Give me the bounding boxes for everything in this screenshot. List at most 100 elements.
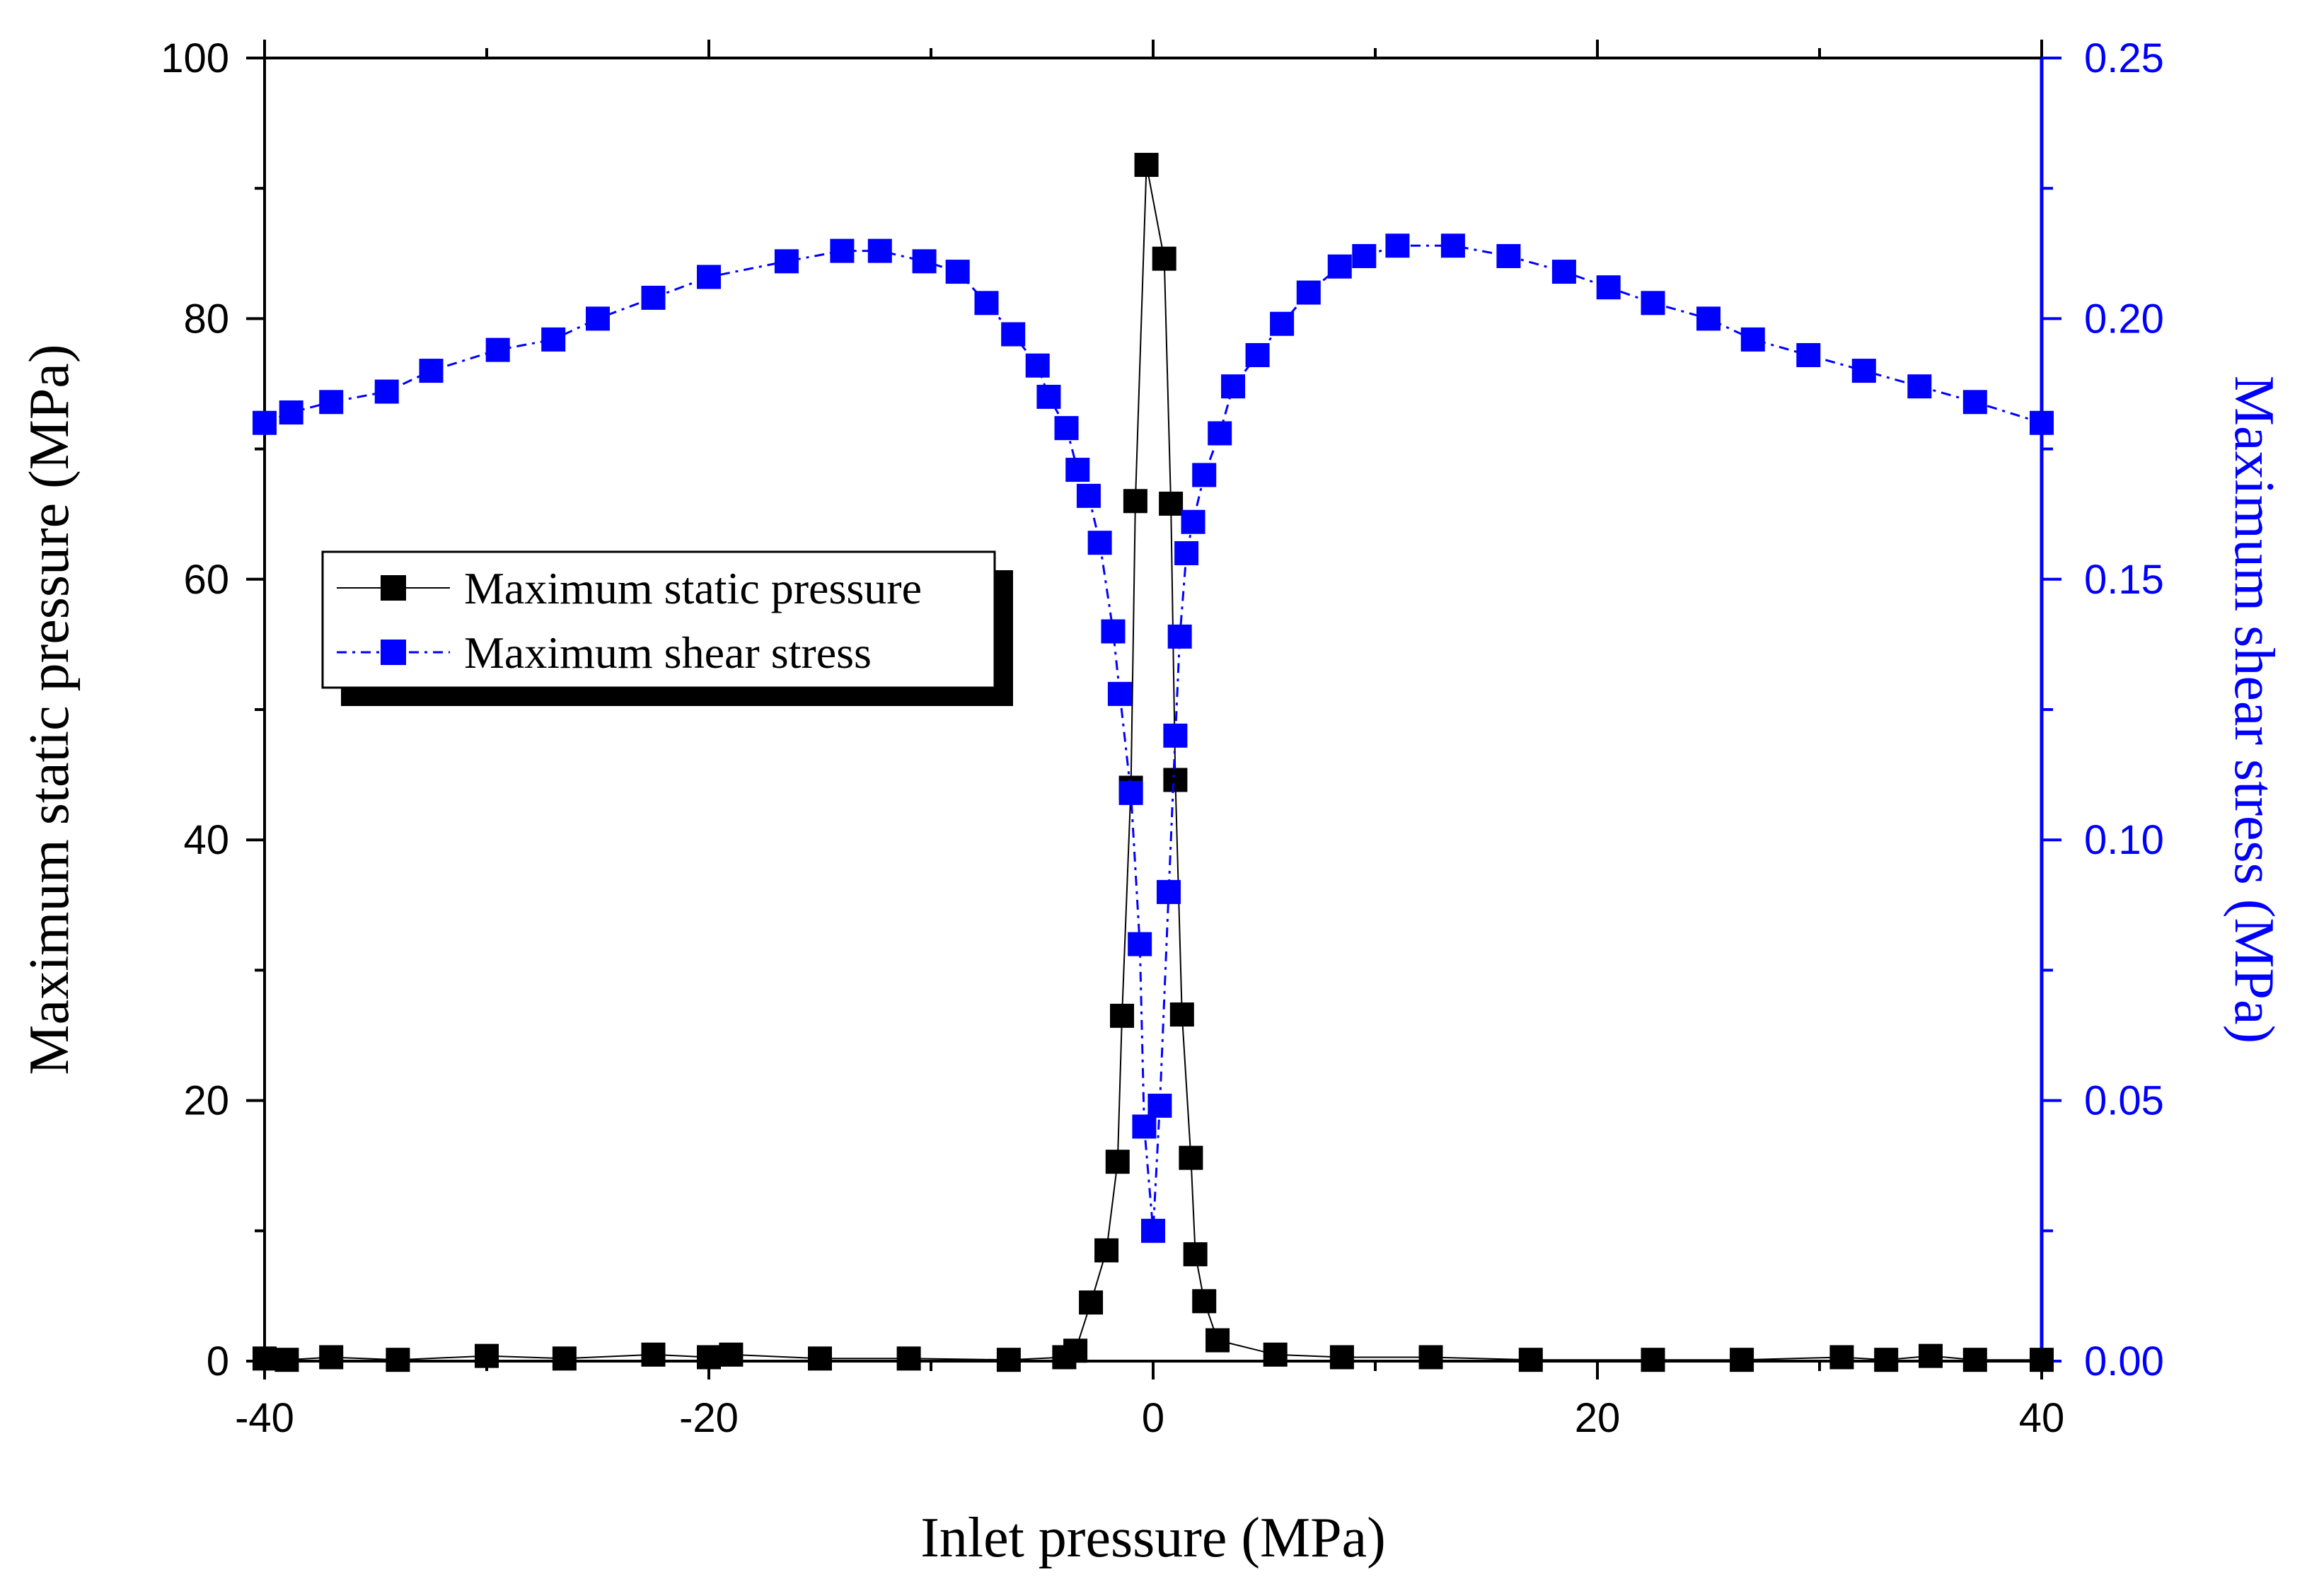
data-point bbox=[2030, 410, 2054, 435]
plot-series bbox=[253, 153, 2054, 1372]
legend-box bbox=[321, 550, 996, 689]
data-point bbox=[1063, 1338, 1088, 1363]
data-point bbox=[1107, 681, 1132, 706]
series-line bbox=[264, 164, 2042, 1361]
y-right-tick-label: 0.15 bbox=[2084, 557, 2164, 603]
data-point bbox=[1123, 489, 1147, 514]
data-point bbox=[541, 327, 566, 352]
data-point bbox=[1596, 275, 1621, 300]
data-point bbox=[641, 1342, 666, 1367]
data-point bbox=[1141, 1218, 1165, 1243]
data-point bbox=[1118, 780, 1143, 805]
data-point bbox=[1440, 233, 1465, 258]
data-point bbox=[1962, 1348, 1987, 1372]
data-point bbox=[1101, 619, 1126, 644]
data-point bbox=[1152, 246, 1176, 271]
y-left-tick-label: 80 bbox=[183, 296, 229, 342]
data-point bbox=[1270, 311, 1295, 336]
data-point bbox=[419, 359, 444, 383]
data-point bbox=[1076, 483, 1101, 508]
data-point bbox=[586, 306, 610, 331]
x-tick-label: -40 bbox=[235, 1395, 294, 1441]
data-point bbox=[1518, 1348, 1543, 1372]
legend-static-marker bbox=[381, 575, 406, 601]
data-point bbox=[1418, 1345, 1443, 1370]
data-point bbox=[830, 238, 855, 263]
data-point bbox=[697, 265, 721, 289]
legend-shear-label: Maximum shear stress bbox=[464, 628, 872, 678]
y-left-tick-label: 20 bbox=[183, 1078, 229, 1124]
data-point bbox=[485, 337, 510, 362]
data-point bbox=[1183, 1242, 1208, 1266]
data-point bbox=[253, 410, 277, 435]
data-point bbox=[896, 1346, 921, 1371]
data-point bbox=[1054, 416, 1079, 441]
data-point bbox=[386, 1348, 410, 1372]
data-point bbox=[1087, 531, 1112, 555]
data-point bbox=[1105, 1150, 1130, 1174]
data-point bbox=[1179, 1145, 1203, 1170]
data-point bbox=[1205, 1328, 1230, 1353]
data-point bbox=[1962, 390, 1987, 415]
data-point bbox=[912, 249, 937, 274]
data-point bbox=[1163, 768, 1188, 792]
data-point bbox=[1551, 260, 1576, 284]
series-static-pressure bbox=[253, 153, 2054, 1372]
data-point bbox=[996, 1348, 1021, 1372]
data-point bbox=[808, 1346, 832, 1371]
y-left-axis-title: Maximum static pressure (MPa) bbox=[18, 344, 81, 1075]
data-point bbox=[1874, 1348, 1899, 1372]
data-point bbox=[1079, 1290, 1104, 1315]
x-tick-label: 40 bbox=[2019, 1395, 2065, 1441]
data-point bbox=[1696, 306, 1721, 331]
data-point bbox=[253, 1346, 277, 1371]
data-point bbox=[1245, 342, 1270, 367]
data-point bbox=[719, 1342, 744, 1367]
data-point bbox=[1851, 359, 1876, 383]
data-point bbox=[641, 285, 666, 310]
data-point bbox=[1132, 1114, 1157, 1139]
series-shear-stress bbox=[253, 233, 2054, 1243]
data-point bbox=[974, 291, 999, 316]
data-point bbox=[1208, 421, 1232, 446]
legend-shear-marker bbox=[381, 640, 406, 665]
data-point bbox=[1167, 624, 1192, 649]
data-point bbox=[1001, 322, 1026, 347]
data-point bbox=[1641, 1348, 1665, 1372]
data-point bbox=[1730, 1348, 1754, 1372]
data-point bbox=[279, 400, 303, 425]
x-tick-label: 0 bbox=[1142, 1395, 1164, 1441]
data-point bbox=[1221, 374, 1246, 399]
x-axis-title: Inlet pressure (MPa) bbox=[920, 1507, 1386, 1569]
data-point bbox=[1327, 254, 1352, 279]
data-point bbox=[1192, 463, 1217, 487]
y-right-tick-label: 0.05 bbox=[2084, 1078, 2164, 1124]
y-right-tick-label: 0.20 bbox=[2084, 296, 2164, 342]
y-right-tick-label: 0.10 bbox=[2084, 817, 2164, 863]
data-point bbox=[1094, 1238, 1119, 1263]
data-point bbox=[1263, 1342, 1288, 1367]
y-left-tick-label: 100 bbox=[161, 35, 229, 81]
data-point bbox=[1065, 458, 1090, 482]
data-point bbox=[552, 1346, 577, 1371]
y-right-tick-label: 0.00 bbox=[2084, 1338, 2164, 1384]
y-right-tick-label: 0.25 bbox=[2084, 35, 2164, 81]
data-point bbox=[1385, 233, 1410, 258]
data-point bbox=[1147, 1093, 1172, 1118]
data-point bbox=[374, 379, 399, 404]
data-point bbox=[1352, 243, 1377, 268]
data-point bbox=[319, 1345, 344, 1370]
legend: Maximum static pressure Maximum shear st… bbox=[321, 550, 1013, 706]
y-left-tick-label: 0 bbox=[207, 1338, 229, 1384]
data-point bbox=[1296, 280, 1321, 305]
data-point bbox=[1329, 1345, 1354, 1370]
data-point bbox=[945, 260, 970, 284]
data-point bbox=[1163, 723, 1188, 748]
data-point bbox=[475, 1343, 499, 1368]
data-point bbox=[319, 390, 344, 415]
data-point bbox=[1907, 374, 1932, 399]
data-point bbox=[1174, 540, 1199, 565]
data-point bbox=[1919, 1343, 1943, 1368]
axis-tick-labels: -40 -20 0 20 40 0 20 40 60 80 100 0.00 0.05 0.10 0.15 0… bbox=[161, 35, 2164, 1441]
